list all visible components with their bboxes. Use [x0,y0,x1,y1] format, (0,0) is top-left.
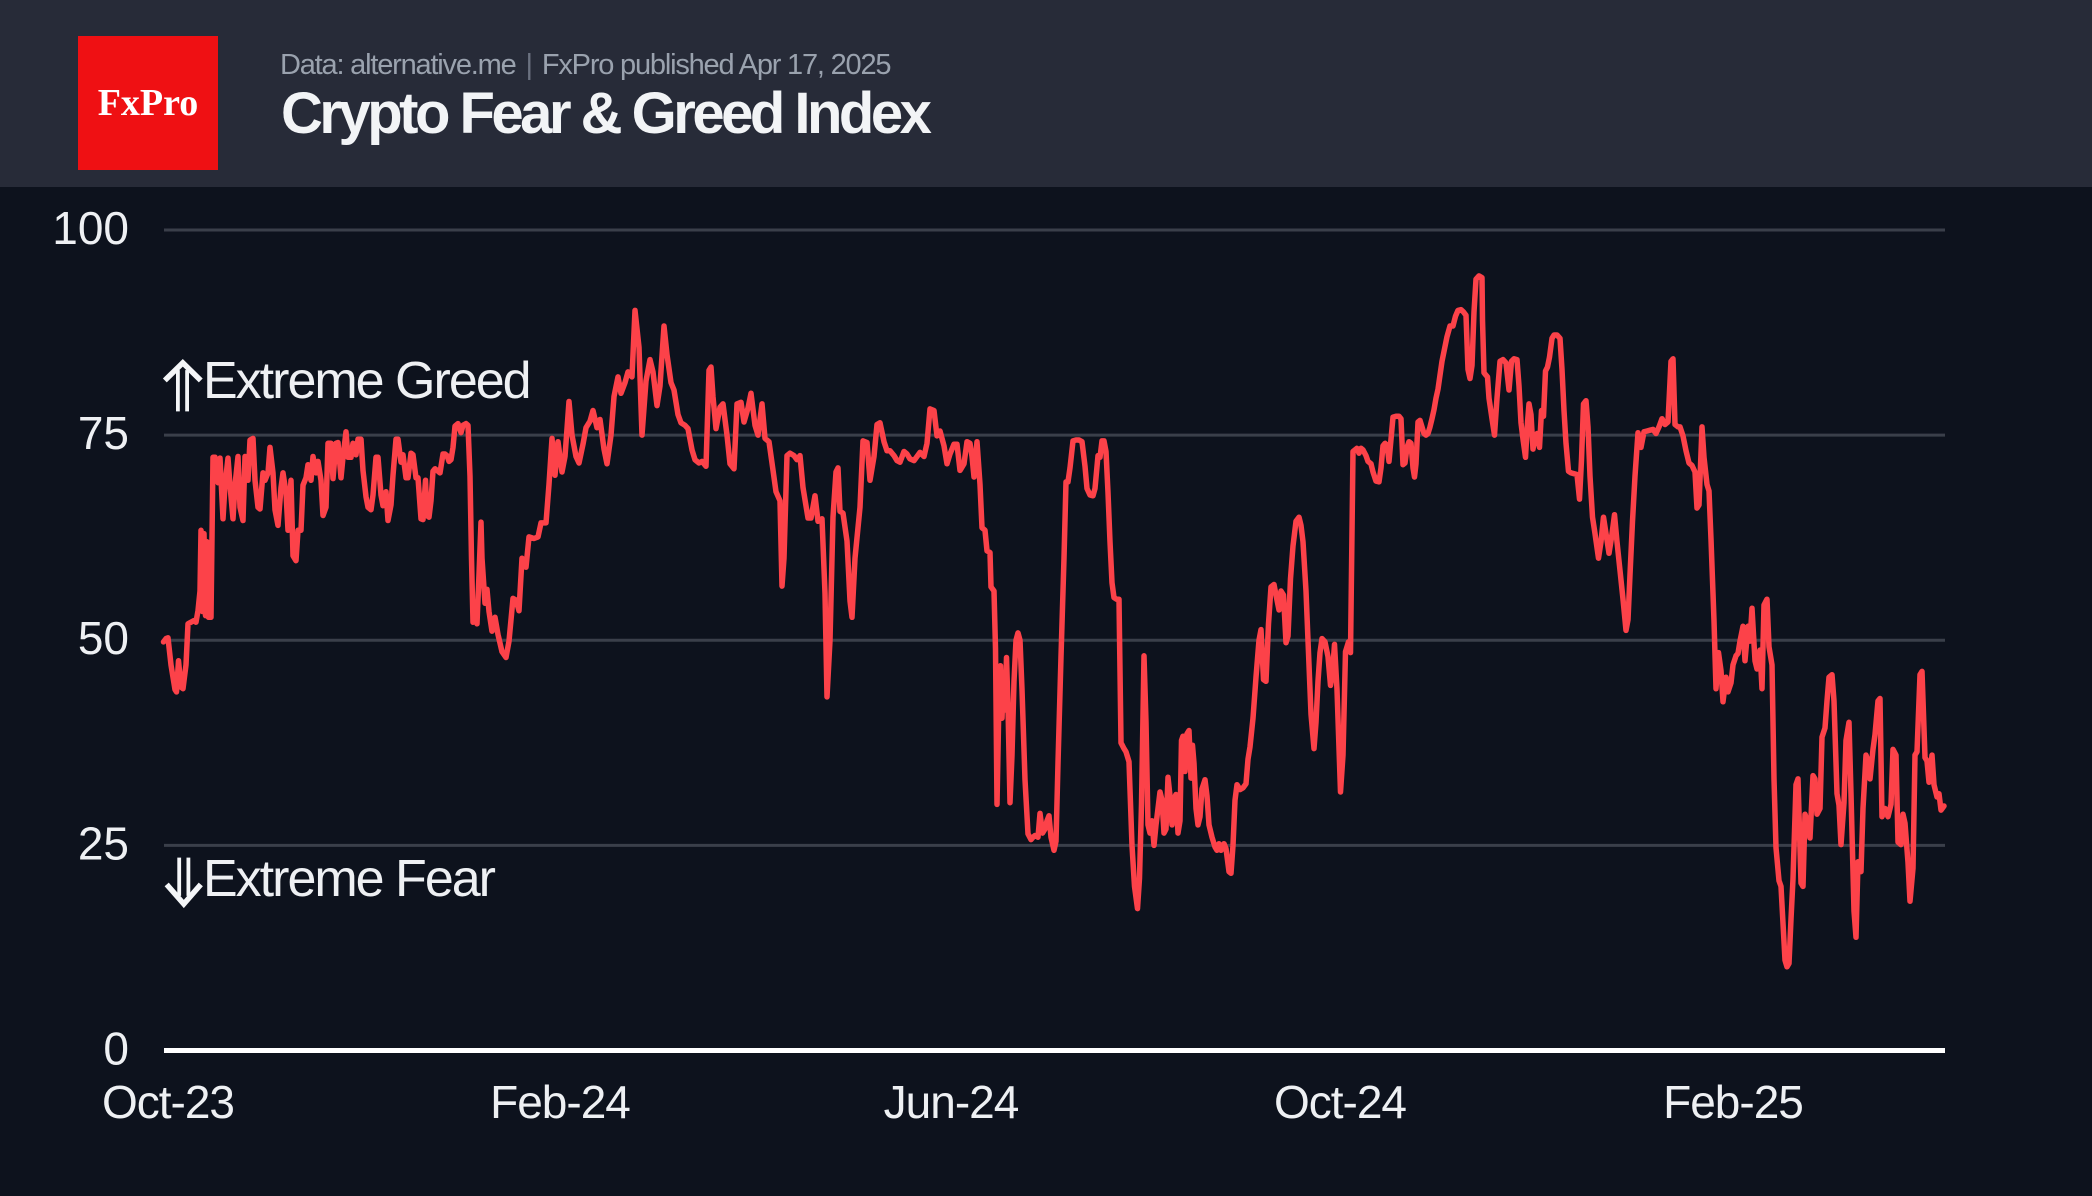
svg-text:Jun-24: Jun-24 [884,1076,1019,1128]
svg-text:25: 25 [78,817,129,869]
svg-text:0: 0 [103,1023,129,1075]
svg-text:Extreme Greed: Extreme Greed [203,352,530,410]
svg-text:50: 50 [78,612,129,664]
svg-text:Oct-23: Oct-23 [102,1076,234,1128]
svg-text:100: 100 [52,202,129,254]
svg-text:Feb-24: Feb-24 [490,1076,630,1128]
svg-text:75: 75 [78,407,129,459]
svg-text:Extreme Fear: Extreme Fear [203,850,496,908]
svg-text:Oct-24: Oct-24 [1274,1076,1406,1128]
svg-text:Feb-25: Feb-25 [1663,1076,1803,1128]
